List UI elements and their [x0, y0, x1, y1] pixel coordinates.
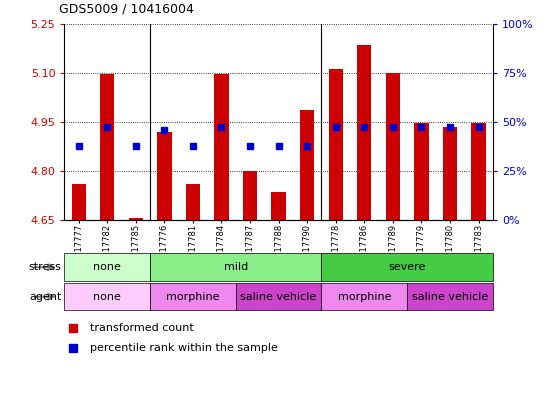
Bar	[472, 123, 486, 220]
Bar	[357, 45, 371, 220]
Bar	[186, 184, 200, 220]
Text: saline vehicle: saline vehicle	[240, 292, 317, 302]
Bar	[386, 73, 400, 220]
Bar	[329, 70, 343, 220]
Bar	[407, 283, 493, 310]
Bar	[443, 127, 457, 220]
Bar	[157, 132, 171, 220]
Bar	[243, 171, 257, 220]
Text: stress: stress	[29, 262, 62, 272]
Bar	[321, 283, 407, 310]
Text: morphine: morphine	[166, 292, 220, 302]
Bar	[321, 253, 493, 281]
Bar	[129, 219, 143, 220]
Bar	[414, 123, 428, 220]
Bar	[72, 184, 86, 220]
Bar	[64, 283, 150, 310]
Bar	[150, 283, 236, 310]
Text: agent: agent	[29, 292, 62, 302]
Bar	[236, 283, 321, 310]
Bar	[150, 253, 321, 281]
Bar	[300, 110, 314, 220]
Text: morphine: morphine	[338, 292, 391, 302]
Text: percentile rank within the sample: percentile rank within the sample	[90, 343, 278, 353]
Text: GDS5009 / 10416004: GDS5009 / 10416004	[59, 3, 194, 16]
Bar	[64, 253, 150, 281]
Text: saline vehicle: saline vehicle	[412, 292, 488, 302]
Text: none: none	[94, 262, 121, 272]
Bar	[272, 192, 286, 220]
Text: mild: mild	[223, 262, 248, 272]
Text: transformed count: transformed count	[90, 323, 194, 332]
Bar	[100, 74, 114, 220]
Text: severe: severe	[389, 262, 426, 272]
Text: none: none	[94, 292, 121, 302]
Bar	[214, 74, 228, 220]
